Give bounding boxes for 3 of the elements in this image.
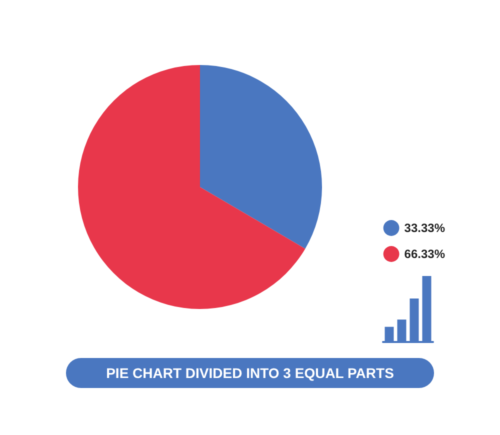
legend-label: 33.33% <box>404 221 446 235</box>
legend-label: 66.33% <box>404 247 446 261</box>
text: PIE CHART DIVIDED INTO 3 EQUAL PARTS <box>106 365 394 381</box>
